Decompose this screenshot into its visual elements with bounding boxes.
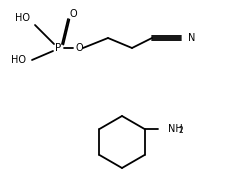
Text: N: N xyxy=(188,33,195,43)
Text: NH: NH xyxy=(168,124,183,134)
Text: HO: HO xyxy=(11,55,25,65)
Text: 2: 2 xyxy=(179,126,183,135)
Text: HO: HO xyxy=(14,13,29,23)
Text: O: O xyxy=(69,9,77,19)
Text: P: P xyxy=(55,43,61,53)
Text: O: O xyxy=(75,43,83,53)
